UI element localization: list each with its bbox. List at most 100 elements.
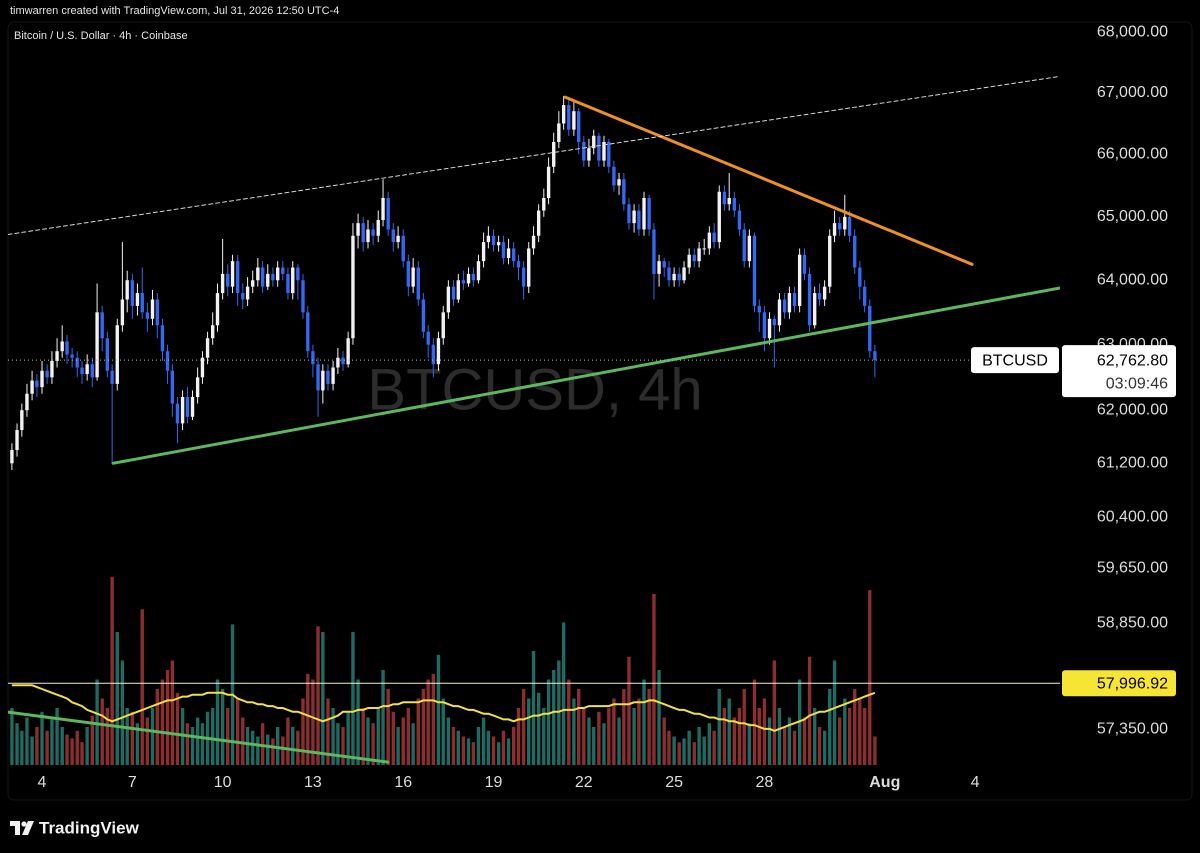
volume-bar xyxy=(461,736,466,765)
candle-body xyxy=(401,235,405,262)
volume-bar xyxy=(245,727,250,765)
candle-body xyxy=(436,338,441,365)
candle-body xyxy=(687,254,691,268)
volume-bar xyxy=(572,698,576,765)
candle-body xyxy=(772,318,777,326)
candle-body xyxy=(421,299,426,332)
volume-bar xyxy=(491,736,496,765)
candle-body xyxy=(155,299,159,326)
candle-body xyxy=(306,312,310,352)
volume-bar xyxy=(657,670,661,765)
symbol-title: Bitcoin / U.S. Dollar · 4h · Coinbase xyxy=(14,30,188,42)
volume-bar xyxy=(135,723,140,765)
volume-bar xyxy=(371,723,375,765)
candle-body xyxy=(843,216,847,230)
volume-bar xyxy=(527,698,531,765)
volume-bar xyxy=(190,727,195,765)
candle-body xyxy=(145,312,150,319)
chart-frame xyxy=(7,21,1193,801)
candle-body xyxy=(717,191,721,243)
volume-bar xyxy=(241,717,245,765)
candle-body xyxy=(190,397,195,417)
volume-bar xyxy=(476,727,481,765)
candle-body xyxy=(742,229,746,262)
candle-body xyxy=(241,293,245,300)
volume-bar xyxy=(501,730,506,765)
volume-bar xyxy=(150,708,155,765)
candle-body xyxy=(326,370,330,384)
candle-body xyxy=(396,235,400,243)
y-tick-label: 64,000.00 xyxy=(1097,271,1168,288)
candle-body xyxy=(321,370,325,391)
volume-bar xyxy=(90,715,94,765)
symbol-label: BTCUSD xyxy=(982,352,1048,369)
candle-body xyxy=(251,280,255,287)
volume-bar xyxy=(617,717,621,765)
candle-body xyxy=(546,166,551,198)
y-tick-label: 58,850.00 xyxy=(1097,615,1168,632)
volume-bar xyxy=(75,730,79,765)
candle-body xyxy=(652,229,656,274)
volume-bar xyxy=(85,727,89,765)
volume-bar xyxy=(50,719,54,765)
volume-bar xyxy=(772,660,777,765)
x-tick-label: 16 xyxy=(394,774,412,791)
candle-body xyxy=(582,141,586,161)
symbol-label-box xyxy=(971,347,1059,374)
volume-bar xyxy=(336,723,340,765)
volume-bar xyxy=(55,708,59,765)
volume-bar xyxy=(466,738,471,765)
volume-bar xyxy=(321,632,325,765)
candle-body xyxy=(667,267,671,281)
volume-bar xyxy=(792,730,797,765)
y-tick-label: 57,350.00 xyxy=(1097,720,1168,737)
candle-body xyxy=(722,191,727,205)
volume-bar xyxy=(421,689,426,765)
candle-body xyxy=(837,223,842,230)
candle-body xyxy=(702,248,706,250)
candle-body xyxy=(115,325,119,384)
candle-body xyxy=(366,229,370,243)
volume-bar xyxy=(95,679,99,765)
volume-bar xyxy=(687,730,691,765)
volume-bar xyxy=(682,738,686,765)
volume-bar xyxy=(401,717,405,765)
y-tick-label: 68,000.00 xyxy=(1097,23,1168,40)
candle-body xyxy=(491,235,496,246)
candle-body xyxy=(757,305,761,313)
volume-bar xyxy=(742,689,746,765)
candle-body xyxy=(311,351,315,365)
candle-body xyxy=(592,135,596,149)
candle-body xyxy=(286,273,290,294)
candle-body xyxy=(692,254,696,262)
volume-bar xyxy=(155,689,159,765)
volume-bar xyxy=(632,708,636,765)
candle-body xyxy=(356,223,360,236)
volume-bar xyxy=(170,660,175,765)
volume-bar xyxy=(120,660,125,765)
volume-bar xyxy=(256,736,260,765)
volume-bar xyxy=(376,708,380,765)
volume-bar xyxy=(516,708,521,765)
volume-bar xyxy=(301,698,305,765)
volume-bar xyxy=(366,717,370,765)
volume-bar xyxy=(822,730,827,765)
candle-body xyxy=(95,312,99,378)
candle-body xyxy=(873,351,877,361)
candle-body xyxy=(80,367,84,375)
volume-bar xyxy=(426,679,430,765)
candle-body xyxy=(160,325,165,352)
candle-body xyxy=(296,267,300,281)
candle-body xyxy=(612,166,616,186)
volume-bar xyxy=(577,689,581,765)
x-tick-label: 13 xyxy=(304,774,322,791)
volume-ma-line xyxy=(11,684,876,732)
y-tick-label: 66,000.00 xyxy=(1097,146,1168,163)
volume-bar xyxy=(692,742,696,765)
candle-body xyxy=(868,305,872,352)
trendline xyxy=(563,95,974,266)
candle-body xyxy=(245,286,250,300)
candle-body xyxy=(607,141,611,167)
candle-body xyxy=(828,235,832,287)
